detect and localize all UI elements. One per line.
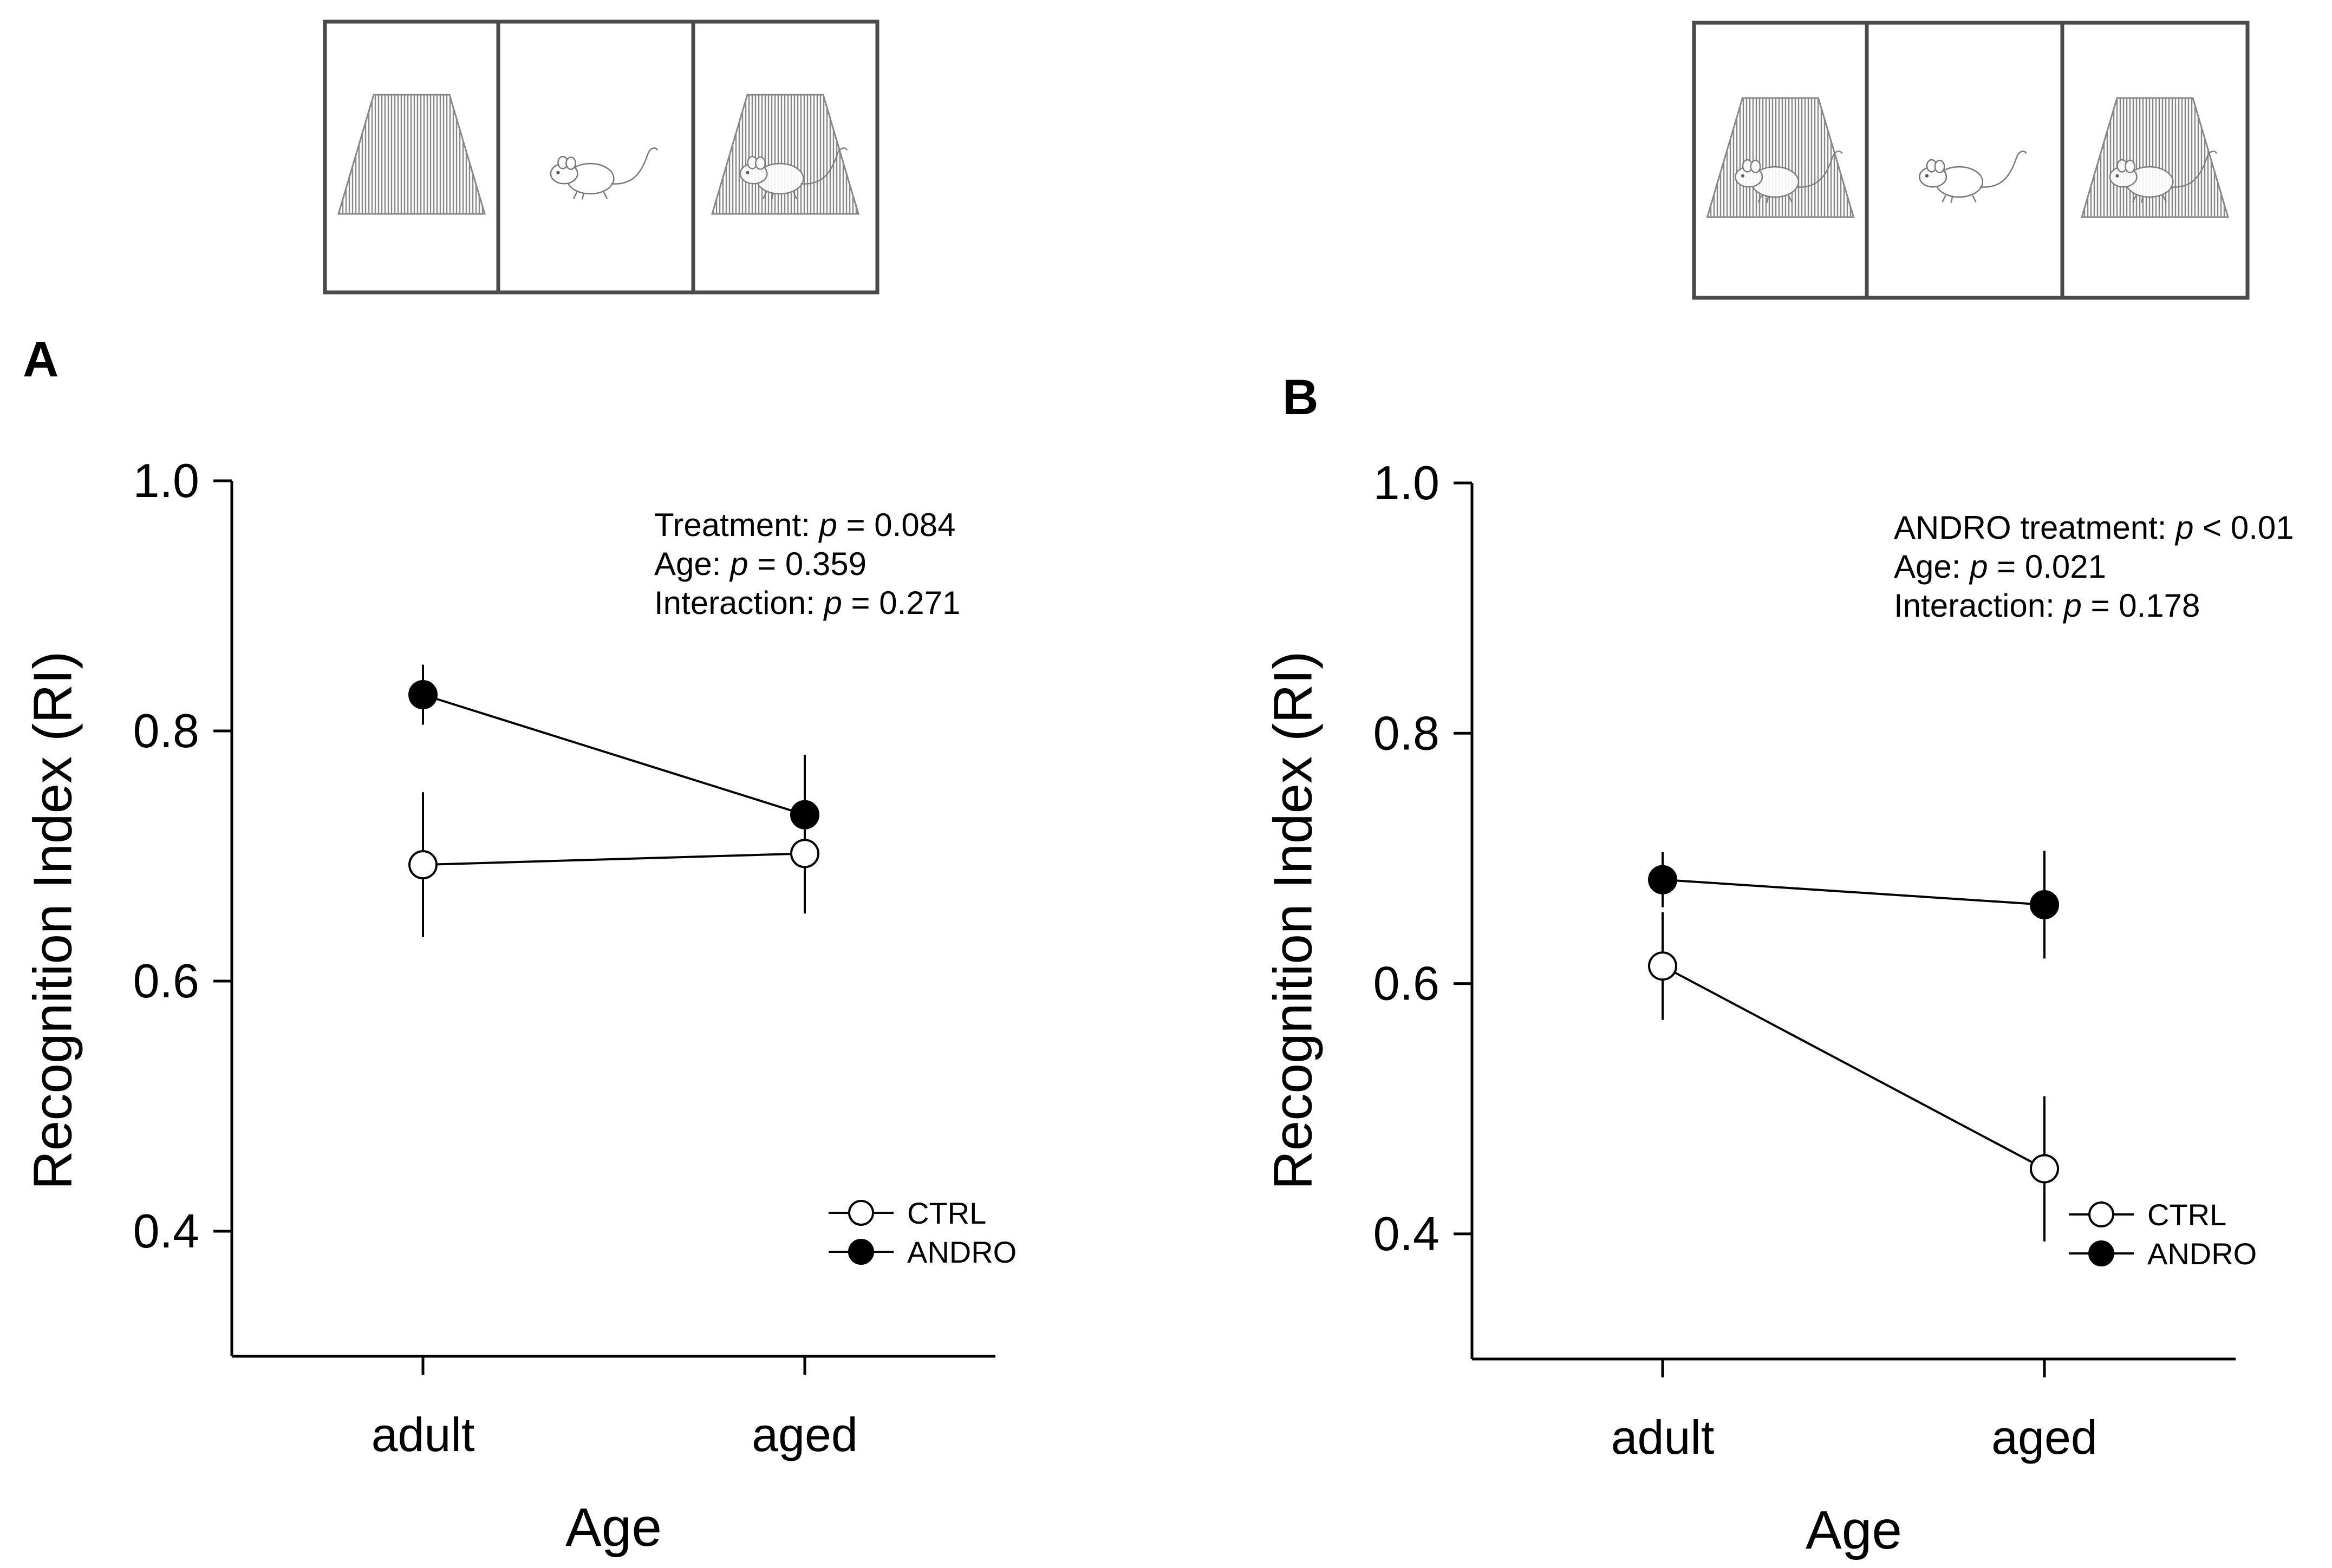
y-tick-label: 0.8 [1373, 706, 1439, 760]
apparatus-panel-a [323, 19, 880, 295]
data-point-ctrl [790, 839, 819, 868]
stats-value: = 0.271 [842, 585, 961, 621]
wire-cage [711, 94, 860, 215]
series-line-andro [1662, 878, 2045, 906]
chart-panel-a: A 0.4 0.6 0.8 1.0 adult aged Age Recognition Ind… [22, 332, 1017, 1558]
data-point-andro [408, 680, 438, 710]
stats-p: p [2063, 587, 2082, 624]
legend-label: CTRL [907, 1196, 986, 1230]
series-line-andro [422, 694, 805, 816]
apparatus-panel-b [1692, 21, 2250, 300]
stats-line: Age: p = 0.359 [654, 546, 867, 582]
y-tick-label: 0.8 [133, 704, 199, 757]
legend-label: CTRL [2147, 1198, 2226, 1232]
legend-label: ANDRO [2147, 1237, 2257, 1271]
stats-line: Interaction: p = 0.271 [654, 585, 960, 621]
stats-line: Interaction: p = 0.178 [1894, 587, 2200, 624]
series-line-ctrl [422, 852, 805, 866]
legend-marker [2088, 1201, 2114, 1227]
panel-label: B [1282, 370, 1318, 425]
data-point-ctrl [1648, 951, 1677, 981]
y-axis-title: Recognition Index (RI) [22, 651, 83, 1190]
x-tick-label: aged [1991, 1410, 2098, 1464]
x-tick-label: aged [752, 1408, 858, 1461]
x-axis-title: Age [1806, 1500, 1902, 1560]
y-tick-label: 0.6 [1373, 957, 1439, 1010]
stats-line: Age: p = 0.021 [1894, 548, 2106, 585]
y-tick-label: 0.4 [1373, 1207, 1439, 1260]
stats-label: Treatment: [654, 507, 819, 543]
stats-p: p [818, 507, 837, 543]
stats-p: p [823, 585, 842, 621]
stats-value: = 0.178 [2082, 587, 2200, 624]
wire-cage [2080, 97, 2230, 218]
panel-label: A [23, 332, 58, 387]
stats-value: = 0.359 [748, 546, 867, 582]
y-tick-label: 0.6 [133, 954, 199, 1008]
wire-cage [337, 94, 486, 215]
stats-line: Treatment: p = 0.084 [654, 507, 955, 543]
stats-label: Interaction: [1894, 587, 2064, 624]
x-axis-title: Age [565, 1497, 662, 1558]
y-tick-label: 0.4 [133, 1204, 199, 1258]
legend-marker [848, 1200, 874, 1226]
stats-p: p [2174, 509, 2193, 546]
stats-value: = 0.084 [837, 507, 956, 543]
legend-label: ANDRO [907, 1235, 1017, 1269]
chart-panel-b: B 0.4 0.6 0.8 1.0 adult aged Age Recognition Ind… [1262, 370, 2294, 1560]
y-axis-title: Recognition Index (RI) [1262, 651, 1323, 1190]
legend-marker [848, 1239, 874, 1265]
x-tick-label: adult [1611, 1410, 1715, 1464]
data-point-ctrl [408, 850, 438, 880]
wire-cage [1706, 97, 1855, 218]
stats-p: p [1969, 548, 1988, 585]
legend-marker [2088, 1240, 2114, 1266]
series-line-ctrl [1662, 965, 2045, 1170]
stats-value: < 0.01 [2194, 509, 2294, 546]
stats-label: Age: [1894, 548, 1970, 585]
data-point-andro [790, 800, 819, 829]
x-tick-label: adult [372, 1408, 475, 1461]
stats-label: Age: [654, 546, 730, 582]
stats-label: ANDRO treatment: [1894, 509, 2175, 546]
data-point-andro [2030, 890, 2059, 919]
stats-line: ANDRO treatment: p < 0.01 [1894, 509, 2294, 546]
y-tick-label: 1.0 [1373, 456, 1439, 509]
stats-value: = 0.021 [1988, 548, 2106, 585]
y-tick-label: 1.0 [133, 454, 199, 507]
stats-label: Interaction: [654, 585, 824, 621]
stats-p: p [729, 546, 748, 582]
data-point-andro [1648, 865, 1677, 894]
data-point-ctrl [2030, 1154, 2059, 1184]
